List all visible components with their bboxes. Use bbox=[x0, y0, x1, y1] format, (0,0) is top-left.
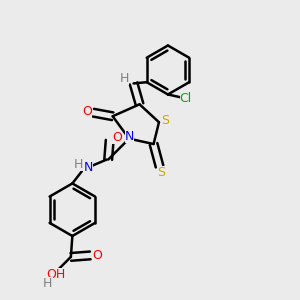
Text: Cl: Cl bbox=[180, 92, 192, 104]
Text: O: O bbox=[112, 131, 122, 144]
Text: H: H bbox=[43, 277, 52, 290]
Text: N: N bbox=[83, 160, 93, 173]
Text: O: O bbox=[92, 249, 102, 262]
Text: O: O bbox=[82, 105, 92, 118]
Text: H: H bbox=[120, 71, 129, 85]
Text: H: H bbox=[74, 158, 83, 171]
Text: N: N bbox=[125, 130, 134, 143]
Text: S: S bbox=[157, 167, 165, 179]
Text: OH: OH bbox=[46, 268, 66, 281]
Text: S: S bbox=[161, 114, 169, 127]
